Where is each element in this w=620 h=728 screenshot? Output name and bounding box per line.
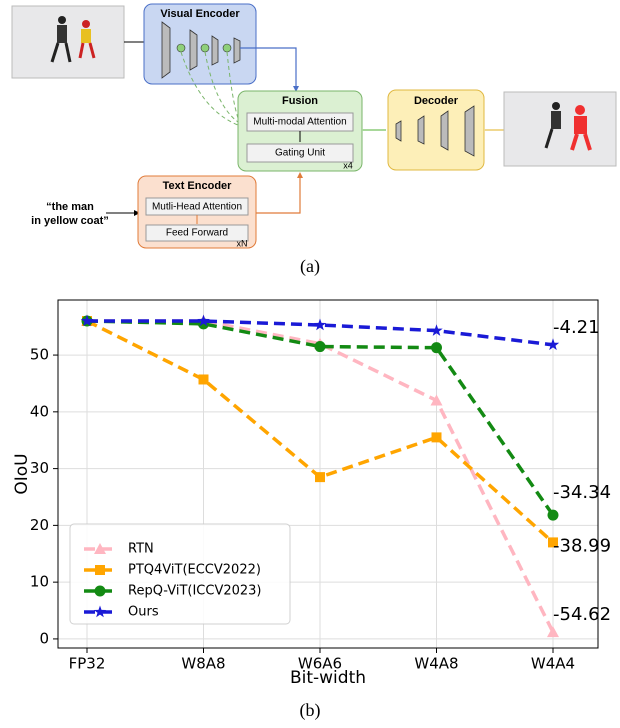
skiers-icon bbox=[50, 16, 96, 63]
annotation: -38.99 bbox=[553, 535, 611, 556]
arrowhead bbox=[297, 172, 303, 178]
marker bbox=[80, 314, 94, 327]
add-nodes bbox=[176, 43, 232, 53]
annotation: -54.62 bbox=[553, 604, 611, 625]
fusion-attention: Multi-modal Attention bbox=[253, 117, 346, 128]
x-axis-label: Bit-width bbox=[290, 668, 366, 688]
x-tick-label: W4A8 bbox=[414, 655, 458, 673]
y-tick-label: 50 bbox=[30, 346, 49, 364]
marker bbox=[315, 472, 325, 483]
arrow bbox=[240, 47, 297, 88]
legend-label: RTN bbox=[128, 542, 154, 557]
arrow bbox=[256, 176, 301, 214]
fusion-title: Fusion bbox=[282, 95, 318, 107]
y-axis-label: OIoU bbox=[12, 453, 32, 494]
marker bbox=[430, 324, 443, 336]
fusion-gating: Gating Unit bbox=[275, 148, 325, 159]
arrowhead bbox=[134, 210, 140, 216]
caption: (b) bbox=[300, 700, 321, 721]
plot-frame bbox=[57, 299, 599, 649]
input-image bbox=[11, 5, 125, 79]
series-line bbox=[87, 319, 554, 347]
x-tick-label: W4A4 bbox=[531, 655, 575, 673]
y-tick-label: 0 bbox=[39, 629, 49, 647]
diagram: Visual Encoder Fusion Multi-modal Attent… bbox=[11, 3, 617, 249]
marker bbox=[431, 432, 442, 443]
marker bbox=[548, 537, 558, 548]
chart: 0 10 20 30 40 50 FP32 W8A8 W6A6 W4A8 W4A4 Bit-width… bbox=[12, 299, 611, 688]
encoder-blocks bbox=[161, 21, 241, 79]
legend: RTN PTQ4ViT(ECCV2022) RepQ-ViT(ICCV2023) Ou… bbox=[69, 523, 291, 625]
decoder-blocks bbox=[395, 105, 475, 157]
marker bbox=[431, 342, 442, 354]
y-tick-label: 10 bbox=[30, 573, 49, 591]
marker bbox=[430, 394, 443, 406]
x-tick-label: W8A8 bbox=[181, 655, 225, 673]
legend-box bbox=[69, 523, 291, 625]
text-encoder-title: Text Encoder bbox=[163, 180, 233, 192]
marker bbox=[547, 509, 559, 521]
arrowhead bbox=[293, 86, 299, 92]
fusion-repeat: x4 bbox=[343, 160, 353, 170]
visual-encoder-box bbox=[143, 3, 257, 85]
series-line bbox=[86, 319, 555, 517]
marker bbox=[198, 374, 209, 385]
visual-encoder-title: Visual Encoder bbox=[160, 8, 240, 20]
caption: (a) bbox=[300, 256, 320, 277]
segmented-icon bbox=[544, 102, 592, 151]
legend-label: PTQ4ViT(ECCV2022) bbox=[128, 563, 261, 578]
query-line: “the man bbox=[46, 201, 94, 213]
marker bbox=[546, 338, 560, 351]
query-line: in yellow coat” bbox=[31, 215, 109, 227]
x-tick-label: FP32 bbox=[69, 655, 106, 673]
marker bbox=[547, 626, 559, 638]
marker bbox=[94, 585, 106, 597]
y-tick-label: 30 bbox=[30, 459, 49, 477]
legend-label: RepQ-ViT(ICCV2023) bbox=[128, 584, 262, 599]
marker bbox=[314, 341, 326, 353]
text-encoder-attention: Mutli-Head Attention bbox=[152, 202, 242, 213]
legend-label: Ours bbox=[128, 605, 159, 620]
text-encoder-repeat: xN bbox=[237, 238, 248, 248]
ffn-box bbox=[145, 224, 249, 242]
y-tick-label: 20 bbox=[30, 516, 49, 534]
gating-box bbox=[246, 143, 354, 163]
skip-links bbox=[180, 51, 239, 126]
annotation: -4.21 bbox=[553, 317, 600, 338]
marker bbox=[94, 543, 106, 554]
marker bbox=[197, 314, 210, 327]
marker bbox=[95, 565, 105, 575]
y-tick-label: 40 bbox=[30, 402, 49, 420]
decoder-title: Decoder bbox=[414, 95, 459, 107]
annotation: -34.34 bbox=[553, 482, 611, 503]
x-tick-label: W6A6 bbox=[298, 655, 342, 673]
text-encoder-ffn: Feed Forward bbox=[166, 228, 228, 239]
marker bbox=[313, 318, 327, 331]
marker bbox=[93, 605, 107, 618]
